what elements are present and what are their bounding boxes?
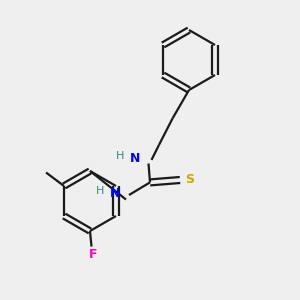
Text: N: N (130, 152, 140, 165)
Text: F: F (89, 248, 97, 262)
Text: S: S (185, 173, 194, 186)
Text: N: N (110, 187, 120, 200)
Text: H: H (95, 186, 104, 197)
Text: H: H (116, 151, 124, 161)
